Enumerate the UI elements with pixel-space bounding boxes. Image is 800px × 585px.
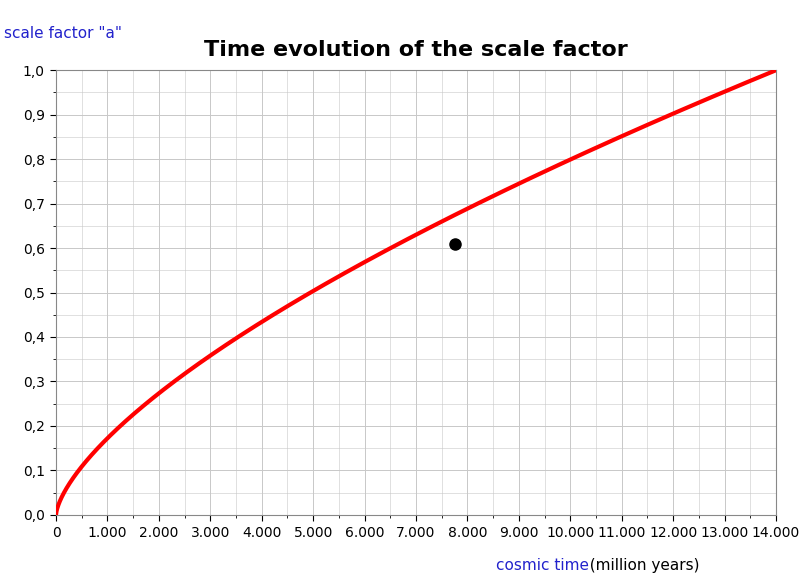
Text: cosmic time: cosmic time (496, 558, 589, 573)
Title: Time evolution of the scale factor: Time evolution of the scale factor (204, 40, 628, 60)
Text: scale factor "a": scale factor "a" (4, 26, 122, 42)
Text: (million years): (million years) (580, 558, 699, 573)
